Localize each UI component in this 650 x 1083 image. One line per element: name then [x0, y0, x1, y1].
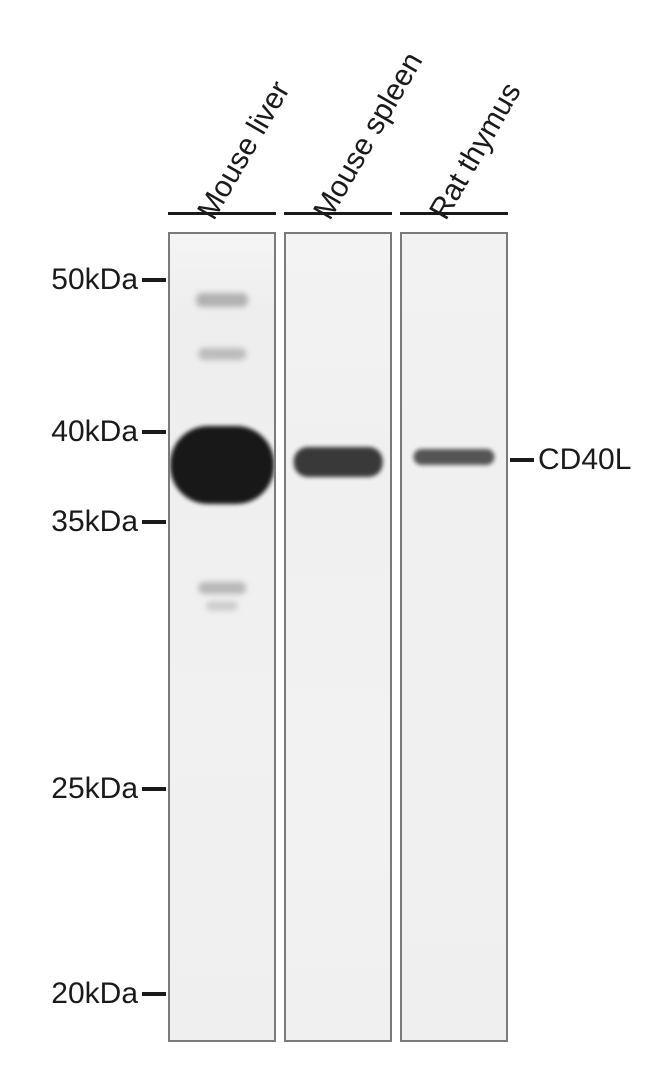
- gel-band: [170, 426, 274, 504]
- protein-tick: [510, 458, 534, 462]
- mw-tick: [142, 278, 166, 282]
- gel-band: [198, 348, 246, 360]
- gel-background: [402, 234, 506, 1040]
- lane-underline: [400, 212, 508, 215]
- mw-label-50kda: 50kDa: [51, 263, 138, 297]
- gel-lane-mouse-spleen: [284, 232, 392, 1042]
- mw-tick: [142, 520, 166, 524]
- gel-band: [198, 582, 246, 594]
- gel-band: [294, 447, 383, 477]
- mw-tick: [142, 787, 166, 791]
- gel-band: [206, 601, 238, 611]
- gel-background: [286, 234, 390, 1040]
- lane-underline: [168, 212, 276, 215]
- protein-label-cd40l: CD40L: [538, 443, 631, 477]
- mw-tick: [142, 430, 166, 434]
- gel-band: [414, 449, 495, 465]
- lane-underline: [284, 212, 392, 215]
- mw-label-25kda: 25kDa: [51, 772, 138, 806]
- mw-label-20kda: 20kDa: [51, 977, 138, 1011]
- western-blot-figure: Mouse liver Mouse spleen Rat thymus 50kD…: [0, 0, 650, 1083]
- gel-lane-rat-thymus: [400, 232, 508, 1042]
- lane-label-mouse-liver: Mouse liver: [191, 76, 297, 226]
- gel-lane-mouse-liver: [168, 232, 276, 1042]
- lane-label-mouse-spleen: Mouse spleen: [307, 47, 430, 226]
- gel-band: [196, 293, 248, 307]
- lane-label-rat-thymus: Rat thymus: [423, 77, 528, 225]
- mw-label-40kda: 40kDa: [51, 415, 138, 449]
- mw-tick: [142, 992, 166, 996]
- mw-label-35kda: 35kDa: [51, 505, 138, 539]
